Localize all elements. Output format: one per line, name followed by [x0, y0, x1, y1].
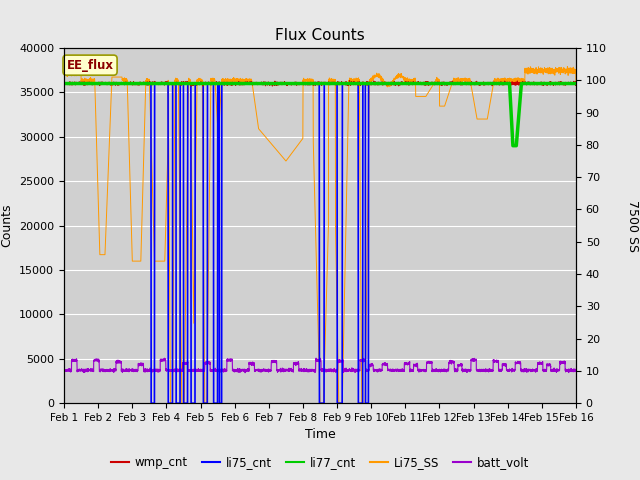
- Y-axis label: Counts: Counts: [1, 204, 13, 247]
- X-axis label: Time: Time: [305, 429, 335, 442]
- Y-axis label: 7500 SS: 7500 SS: [626, 200, 639, 252]
- Title: Flux Counts: Flux Counts: [275, 28, 365, 43]
- Text: EE_flux: EE_flux: [67, 59, 113, 72]
- Legend: wmp_cnt, li75_cnt, li77_cnt, Li75_SS, batt_volt: wmp_cnt, li75_cnt, li77_cnt, Li75_SS, ba…: [106, 452, 534, 474]
